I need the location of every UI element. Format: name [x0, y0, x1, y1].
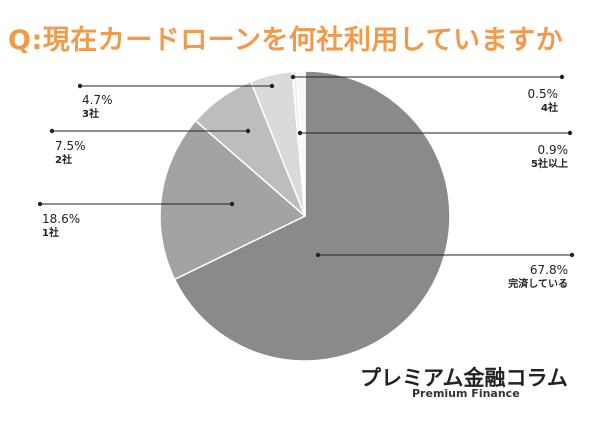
leader-dot	[49, 128, 55, 134]
leader-dot	[559, 74, 565, 80]
leader-dot	[567, 130, 573, 136]
leader-dot	[77, 83, 83, 89]
brand-name: プレミアム金融コラム	[360, 366, 568, 390]
slice-category-label: 5社以上	[531, 157, 568, 170]
pie-slices	[159, 70, 451, 362]
slice-value-label: 7.5%	[55, 139, 86, 153]
slice-value-label: 18.6%	[42, 212, 80, 226]
leader-dot	[315, 252, 321, 258]
slice-category-label: 4社	[541, 101, 558, 114]
pie-slice	[159, 119, 307, 281]
slice-value-label: 67.8%	[530, 263, 568, 277]
leader-dot	[569, 252, 575, 258]
slice-category-label: 完済している	[508, 277, 568, 290]
leader-dot	[245, 128, 251, 134]
pie-slice	[173, 70, 451, 362]
slice-value-label: 0.9%	[538, 143, 569, 157]
slice-value-label: 4.7%	[82, 93, 113, 107]
leader-dot	[297, 130, 303, 136]
slice-category-label: 2社	[55, 153, 72, 166]
leader-dot	[290, 74, 296, 80]
leader-dot	[37, 201, 43, 207]
slice-category-label: 1社	[42, 226, 59, 239]
leader-dot	[269, 83, 275, 89]
brand-subtitle: Premium Finance	[412, 387, 520, 400]
leader-dot	[229, 201, 235, 207]
slice-value-label: 0.5%	[528, 87, 559, 101]
slice-category-label: 3社	[82, 107, 99, 120]
chart-title: Q:現在カードローンを何社利用していますか	[8, 25, 564, 56]
pie-slice	[296, 70, 306, 217]
